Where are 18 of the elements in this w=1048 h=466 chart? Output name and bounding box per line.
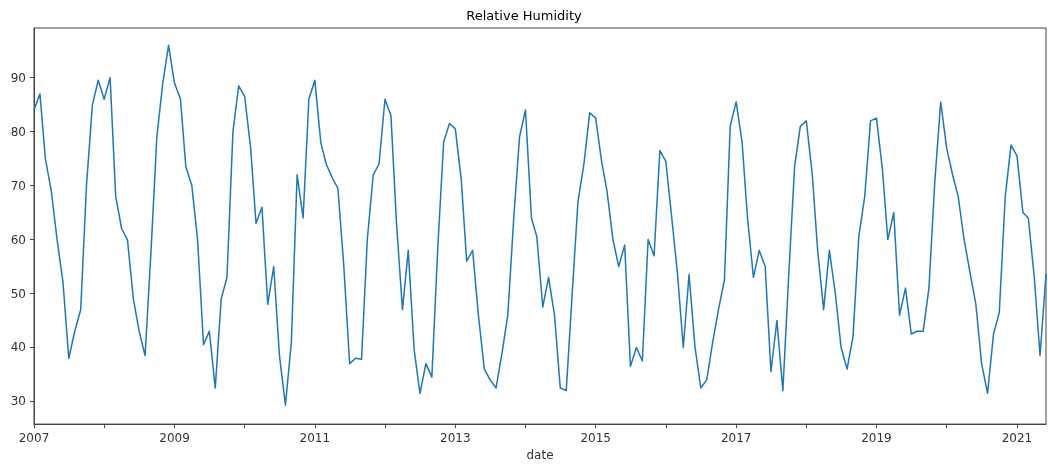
y-tick-label: 90 (10, 70, 26, 85)
x-tick-label: 2011 (299, 431, 331, 446)
x-tick-label: 2013 (440, 431, 471, 446)
y-tick-label: 70 (10, 178, 26, 193)
x-tick-label: 2009 (159, 431, 190, 446)
x-tick-label: 2021 (1001, 431, 1033, 446)
y-tick-label: 80 (10, 124, 26, 139)
y-tick-label: 50 (10, 286, 26, 301)
x-tick-label: 2017 (720, 431, 752, 446)
y-tick-label: 60 (10, 232, 26, 247)
y-tick-label: 40 (10, 340, 26, 355)
line-series (33, 44, 1047, 406)
x-tick-label: 2015 (580, 431, 611, 446)
x-tick-label: 2019 (861, 431, 892, 446)
x-axis-title: date (526, 448, 554, 462)
chart-title: Relative Humidity (466, 8, 583, 23)
y-tick-label: 30 (10, 394, 26, 409)
x-tick-label: 2007 (18, 431, 50, 446)
